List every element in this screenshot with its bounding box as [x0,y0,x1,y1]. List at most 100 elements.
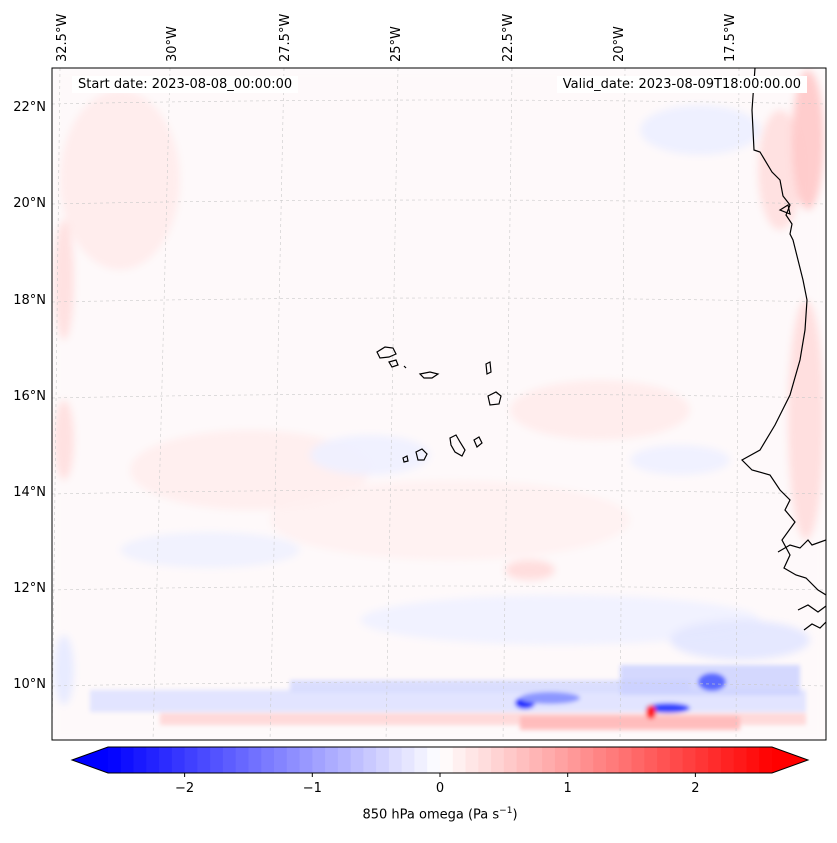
lat-label: 20°N [13,196,46,211]
lon-label: 32.5°W [55,14,70,62]
gridlines [52,68,826,740]
colorbar-segment [606,747,620,773]
colorbar-segment [363,747,377,773]
omega-field [52,68,826,740]
colorbar-label-text: 850 hPa omega (Pa s [362,807,500,823]
colorbar-segment [567,747,582,773]
lon-label: 22.5°W [501,14,516,62]
colorbar-segment [197,747,211,773]
island-sao-vicente [388,359,399,368]
colorbar: −2 −1 0 1 2 [70,746,810,796]
colorbar-tick-label: 0 [436,781,444,796]
colorbar-segment [644,747,658,773]
lat-label: 14°N [13,485,46,500]
latitude-labels: 22°N 20°N 18°N 16°N 14°N 12°N 10°N [13,100,46,692]
island-fogo [415,448,428,461]
colorbar-segment [235,747,250,773]
colorbar-segment [516,747,530,773]
colorbar-tick-label: −1 [303,781,322,796]
island-santo-antao [376,346,397,359]
map-frame [51,67,827,741]
colorbar-segment [529,747,543,773]
island-boa-vista [487,391,502,406]
colorbar-segment [350,747,364,773]
island-sao-nicolau [418,371,440,379]
colorbar-segment [299,747,313,773]
colorbar-segment [682,747,696,773]
colorbar-segment [759,747,773,773]
colorbar-extend-low [72,747,108,773]
colorbar-segment [746,747,760,773]
colorbar-ticks: −2 −1 0 1 2 [175,773,700,796]
colorbar-label-close: ) [512,807,518,823]
island-brava [402,455,409,463]
colorbar-segment [388,747,403,773]
colorbar-segment [171,747,186,773]
colorbar-tick-label: −2 [175,781,194,796]
colorbar-segment [312,747,326,773]
colorbar-tick-label: 2 [691,781,699,796]
lon-label: 17.5°W [723,14,738,62]
colorbar-segment [337,747,352,773]
colorbar-segment [720,747,735,773]
lat-label: 12°N [13,581,46,596]
colorbar-segment [261,747,275,773]
lat-label: 18°N [13,293,46,308]
colorbar-segment [108,747,122,773]
colorbar-segment [695,747,709,773]
lat-label: 16°N [13,389,46,404]
omega-shading [52,68,826,740]
lat-label: 10°N [13,677,46,692]
map-plot-area [51,67,827,741]
colorbar-segment [274,747,288,773]
colorbar-segment [248,747,262,773]
colorbar-segment [376,747,390,773]
colorbar-segment [286,747,301,773]
lon-label: 20°W [612,26,627,62]
colorbar-segment [414,747,428,773]
lon-label: 27.5°W [278,14,293,62]
valid-date-label: Valid_date: 2023-08-09T18:00:00.00 [556,76,807,93]
colorbar-segment [401,747,416,773]
colorbar-segment [708,747,722,773]
colorbar-segment [554,747,569,773]
colorbar-segment [210,747,224,773]
start-date-label: Start date: 2023-08-08_00:00:00 [72,76,299,93]
colorbar-segment [491,747,505,773]
colorbar-segment [478,747,492,773]
colorbar-segment [631,747,645,773]
lat-label: 22°N [13,100,46,115]
island-maio [473,436,483,448]
colorbar-label: 850 hPa omega (Pa s−1) [0,806,837,822]
colorbar-segment [733,747,748,773]
colorbar-segment [440,747,454,773]
colorbar-segment [503,747,518,773]
colorbar-segment [184,747,198,773]
coastline [741,68,826,631]
colorbar-segment [542,747,556,773]
colorbar-tick-label: 1 [564,781,572,796]
colorbar-segment [222,747,237,773]
colorbar-segment [146,747,160,773]
colorbar-segment [669,747,684,773]
colorbar-segment [452,747,467,773]
cape-verde-islands [376,346,502,463]
longitude-labels: 32.5°W 30°W 27.5°W 25°W 22.5°W 20°W 17.5… [55,14,738,62]
colorbar-segment [159,747,173,773]
colorbar-segment [593,747,607,773]
colorbar-segment [580,747,594,773]
colorbar-segment [133,747,147,773]
colorbar-segment [427,747,441,773]
colorbar-outline [70,746,810,774]
southern-omega-band [90,665,806,730]
island-sal [485,361,492,375]
colorbar-extend-high [772,747,808,773]
colorbar-segment [618,747,633,773]
colorbar-segments [72,747,808,773]
lon-label: 25°W [389,26,404,62]
colorbar-label-exponent: −1 [499,806,513,816]
colorbar-segment [120,747,135,773]
island-santiago [449,434,466,457]
colorbar-segment [465,747,479,773]
